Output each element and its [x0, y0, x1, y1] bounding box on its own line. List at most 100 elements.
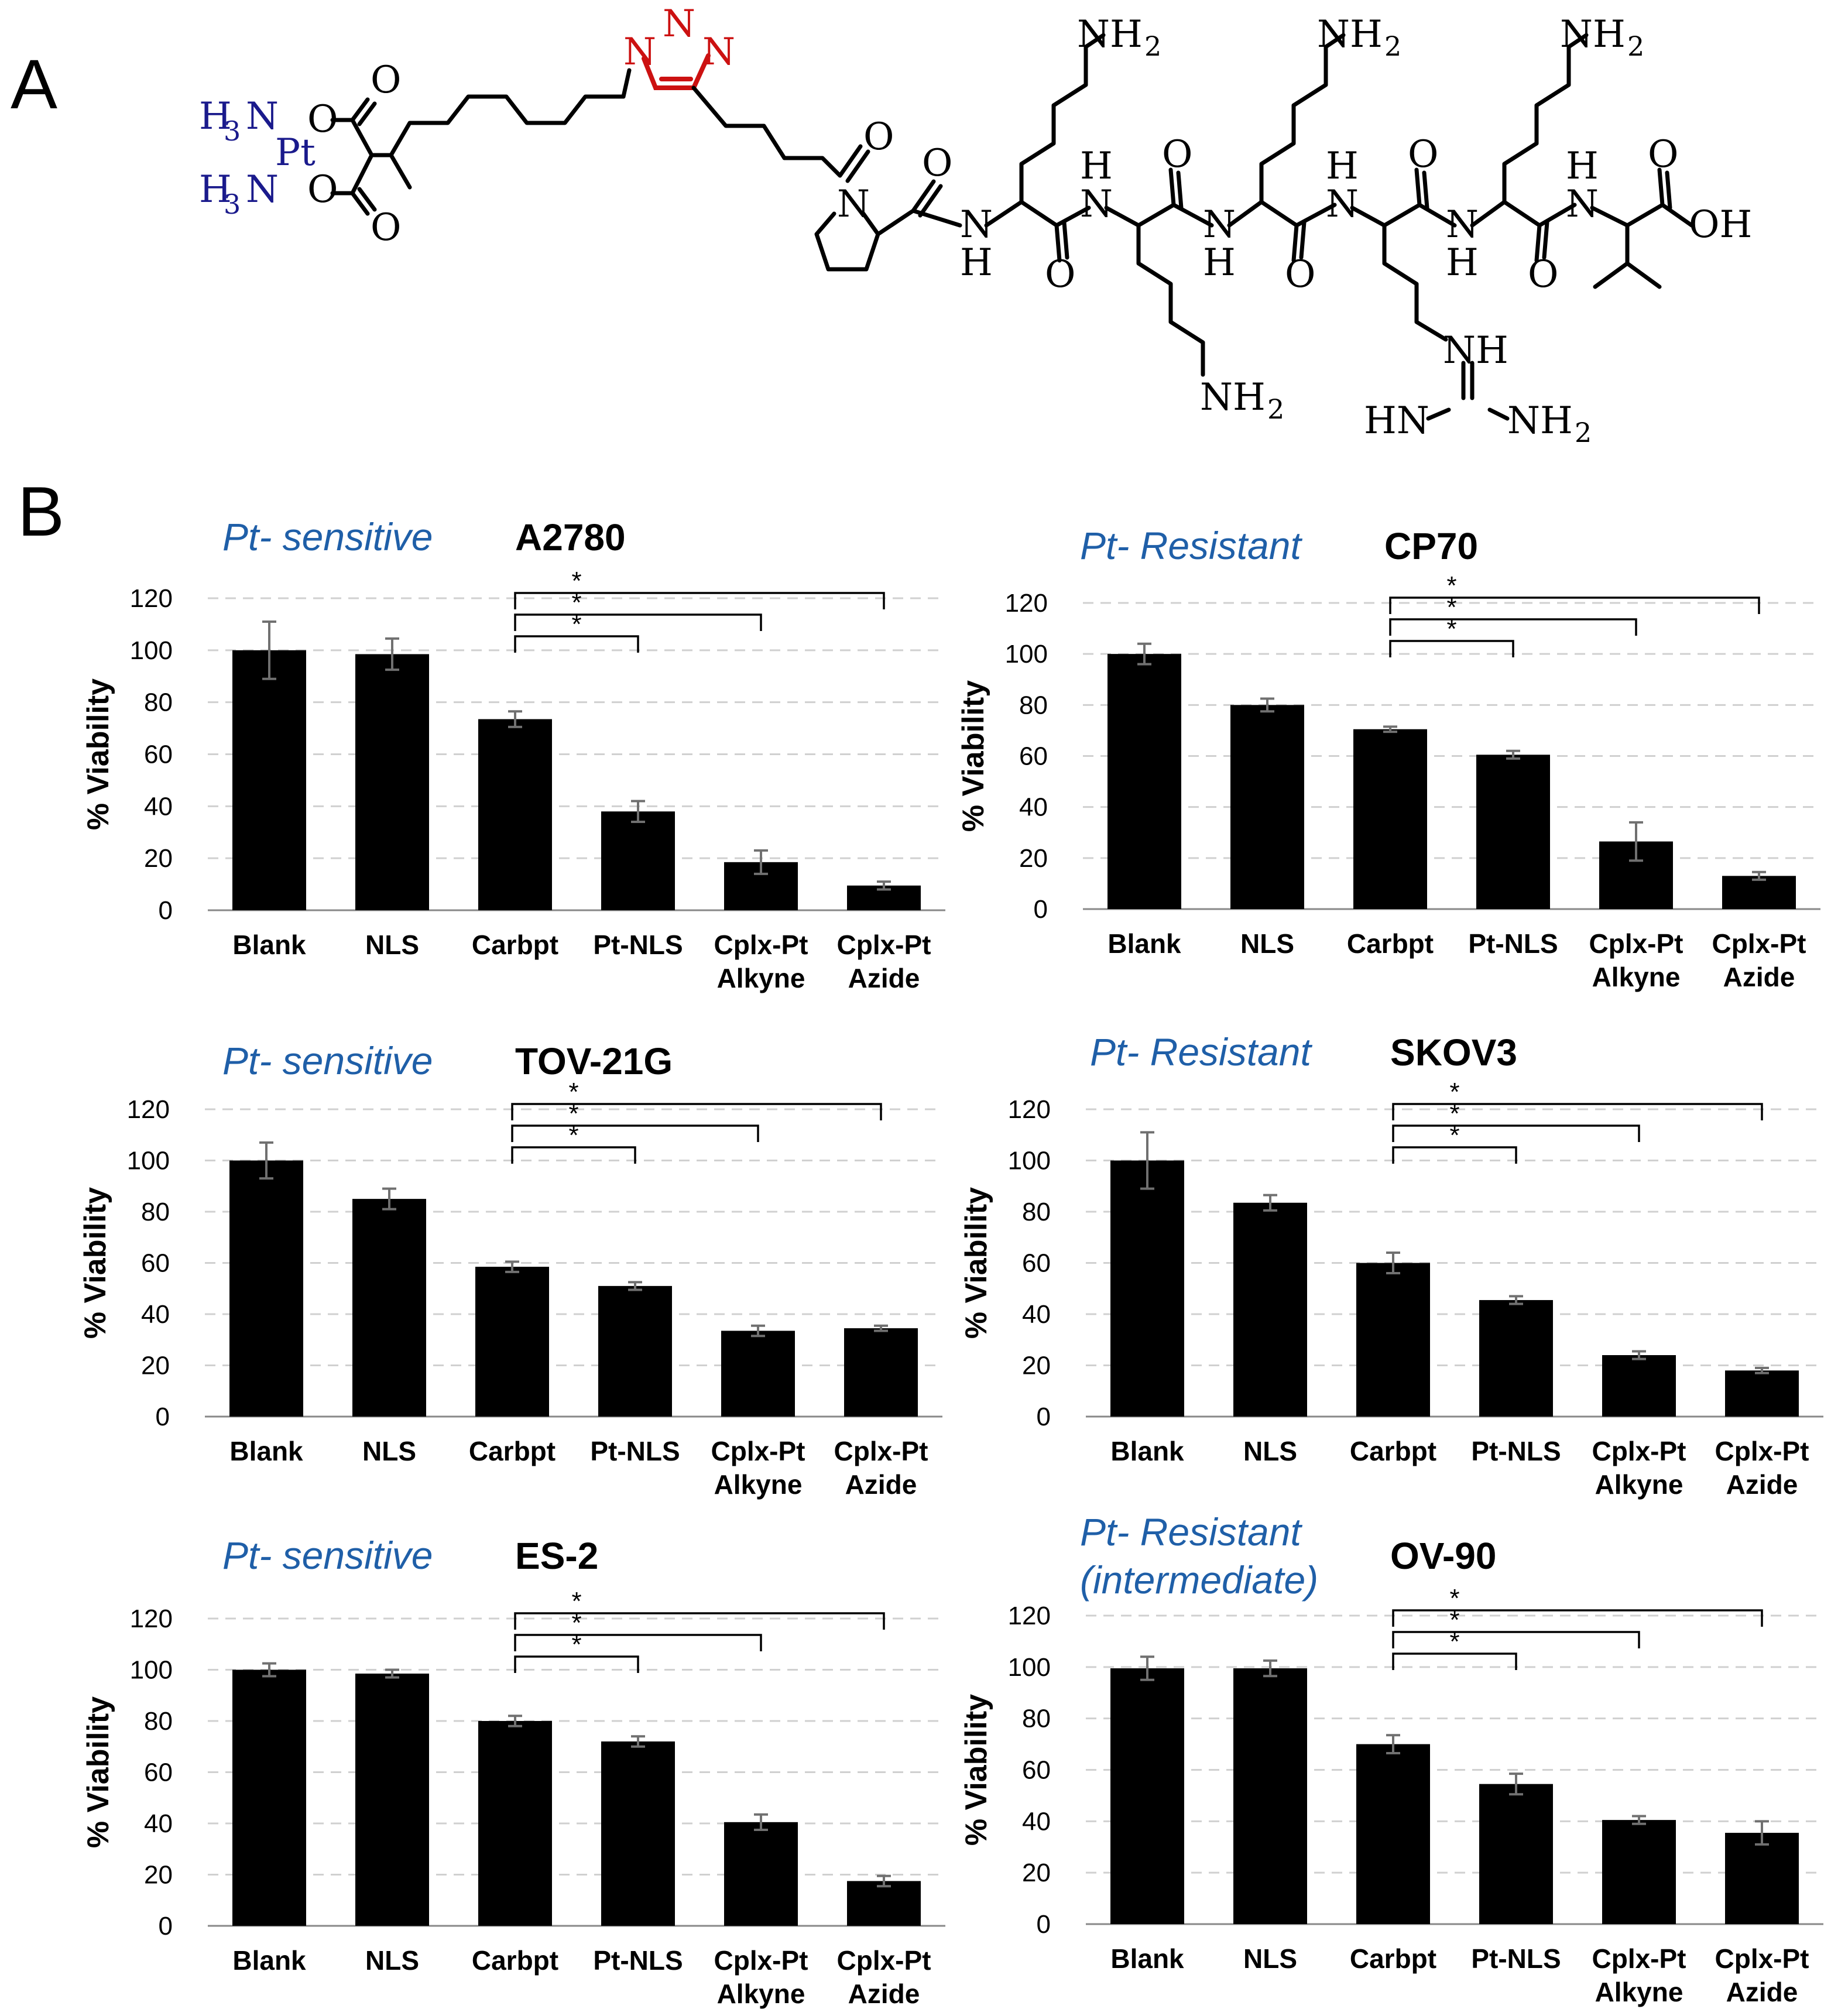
bar — [724, 1822, 798, 1926]
significance-star: * — [571, 588, 581, 617]
y-tick-label: 20 — [141, 1352, 170, 1380]
significance-bracket: * — [1392, 1121, 1517, 1164]
bar — [232, 650, 306, 910]
y-tick-label: 20 — [144, 844, 173, 873]
bar — [601, 1741, 675, 1926]
y-tick-label: 0 — [1034, 895, 1048, 924]
significance-star: * — [1449, 1584, 1459, 1613]
error-bar — [385, 637, 399, 671]
o-atom-4: O — [371, 206, 401, 249]
x-tick-label: Blank — [232, 930, 306, 960]
y-axis-label: % Viability — [956, 680, 990, 832]
sensitivity-label-line2: (intermediate) — [1080, 1558, 1318, 1602]
chemical-structure: H 3 N Pt H 3 N O O O O N N N O N O N H N… — [199, 2, 1752, 448]
bar — [1602, 1355, 1676, 1417]
error-bar — [259, 1141, 273, 1180]
y-tick-label: 40 — [144, 1809, 173, 1838]
amide-h-6: H — [1566, 145, 1599, 188]
x-tick-label: Alkyne — [717, 963, 805, 993]
error-bar — [1140, 1131, 1154, 1190]
x-tick-label: Pt-NLS — [1468, 928, 1558, 959]
x-tick-label: NLS — [365, 930, 419, 960]
y-tick-label: 60 — [141, 1249, 170, 1278]
amide-n-6: N — [1566, 183, 1599, 226]
bar — [844, 1328, 918, 1417]
error-bar — [1509, 1295, 1523, 1305]
sensitivity-label: Pt- Resistant — [1080, 1510, 1302, 1554]
x-tick-label: Alkyne — [1592, 962, 1681, 992]
y-tick-label: 80 — [144, 1707, 173, 1736]
o-atom-6: O — [922, 142, 952, 185]
error-bar — [1632, 1815, 1646, 1825]
acid-oh: OH — [1689, 203, 1752, 246]
x-tick-label: Carbpt — [472, 930, 558, 960]
x-tick-label: Cplx-Pt — [1715, 1943, 1809, 1974]
x-tick-label: Blank — [1110, 1436, 1184, 1466]
arginine-bonds — [1350, 167, 1510, 421]
y-tick-label: 0 — [159, 1912, 173, 1940]
significance-star: * — [1449, 1078, 1459, 1106]
error-bar — [1260, 697, 1274, 713]
amine-sub-3: 2 — [1384, 30, 1401, 62]
significance-star: * — [568, 1078, 578, 1106]
error-bar — [1137, 642, 1151, 666]
error-bar — [874, 1324, 888, 1332]
sensitivity-label: Pt- sensitive — [222, 1039, 433, 1082]
bar — [1353, 729, 1427, 909]
guan-sub: 2 — [1575, 417, 1592, 448]
error-bar — [877, 1874, 891, 1888]
error-bar — [1506, 749, 1520, 760]
error-bar — [1509, 1772, 1523, 1796]
x-tick-label: Cplx-Pt — [1712, 928, 1806, 959]
y-tick-label: 100 — [1008, 1653, 1051, 1682]
error-bar — [754, 849, 768, 875]
x-tick-label: Azide — [848, 1979, 920, 2009]
bar — [352, 1199, 426, 1417]
x-tick-label: Pt-NLS — [590, 1436, 680, 1466]
sensitivity-label: Pt- Resistant — [1080, 524, 1302, 567]
y-tick-label: 120 — [130, 1604, 173, 1633]
error-bar — [1263, 1194, 1277, 1212]
x-tick-label: Cplx-Pt — [714, 1945, 808, 1976]
y-tick-label: 0 — [156, 1403, 170, 1431]
significance-star: * — [568, 1099, 578, 1128]
error-bar — [754, 1813, 768, 1831]
o-atom-3: O — [371, 59, 401, 102]
h3n-top-H: H — [199, 95, 232, 138]
significance-star: * — [1449, 1627, 1459, 1656]
significance-star: * — [571, 1609, 581, 1637]
pt-atom: Pt — [275, 131, 316, 174]
bar — [475, 1267, 549, 1417]
amide-h-3: H — [1203, 241, 1236, 284]
amide-h-2: H — [1080, 145, 1113, 188]
y-axis-label: % Viability — [81, 1696, 115, 1848]
y-tick-label: 100 — [130, 636, 173, 665]
y-tick-label: 20 — [1019, 844, 1048, 873]
sensitivity-label: Pt- Resistant — [1090, 1030, 1312, 1074]
triazole-ring — [642, 53, 711, 90]
amide-h-1: H — [960, 241, 993, 284]
y-tick-label: 0 — [1037, 1910, 1051, 1939]
y-tick-label: 60 — [1022, 1756, 1051, 1785]
bar — [1107, 654, 1181, 909]
x-tick-label: NLS — [1240, 928, 1294, 959]
significance-star: * — [571, 610, 581, 639]
y-tick-label: 100 — [130, 1656, 173, 1685]
y-tick-label: 40 — [1022, 1300, 1051, 1329]
significance-bracket: * — [1389, 615, 1514, 657]
o-atom-12: O — [1648, 133, 1678, 176]
significance-bracket: * — [514, 588, 762, 631]
x-tick-label: Cplx-Pt — [714, 930, 808, 960]
x-tick-label: Alkyne — [714, 1469, 803, 1500]
lysine-3-bonds — [1227, 33, 1346, 263]
y-tick-label: 20 — [1022, 1352, 1051, 1380]
h3n-top-3: 3 — [224, 115, 241, 147]
o-atom-7: O — [1045, 253, 1075, 296]
x-tick-label: Cplx-Pt — [837, 930, 931, 960]
bar — [478, 1721, 552, 1926]
bar — [598, 1285, 672, 1417]
significance-star: * — [571, 567, 581, 595]
y-tick-label: 60 — [1019, 742, 1048, 771]
error-bar — [1140, 1655, 1154, 1681]
x-tick-label: Alkyne — [1595, 1469, 1683, 1500]
